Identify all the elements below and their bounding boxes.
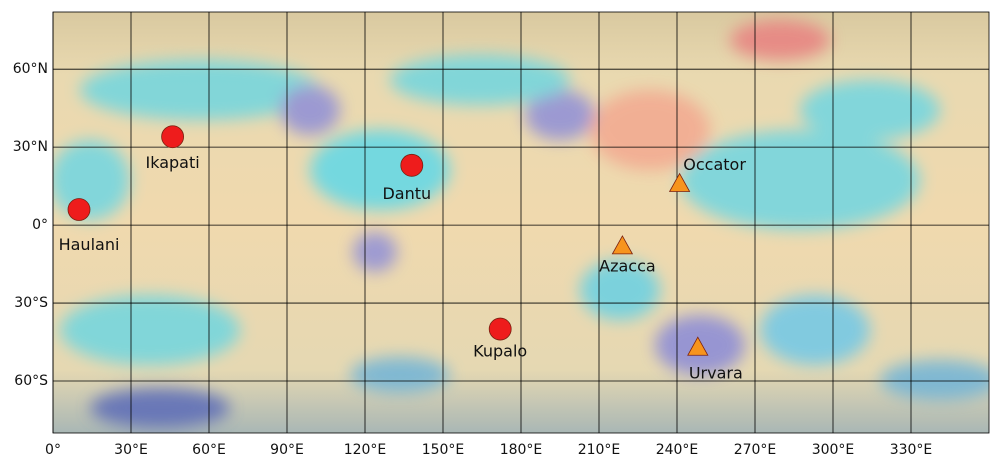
- x-tick-label: 30°E: [114, 442, 148, 457]
- y-tick-label: 60°N: [13, 61, 48, 77]
- crater-label: Kupalo: [473, 342, 527, 361]
- x-tick-label: 0°: [45, 442, 61, 457]
- crater-label: Urvara: [689, 364, 743, 383]
- crater-label: Azacca: [599, 256, 656, 275]
- circle-marker: [67, 198, 91, 221]
- x-tick-label: 300°E: [812, 442, 855, 457]
- plot-frame: [52, 11, 990, 434]
- basemap: [53, 12, 989, 433]
- x-tick-label: 180°E: [500, 442, 543, 457]
- x-tick-label: 330°E: [890, 442, 933, 457]
- circle-marker: [400, 153, 424, 177]
- x-tick-label: 60°E: [192, 442, 226, 457]
- x-tick-label: 150°E: [422, 442, 465, 457]
- crater-label: Haulani: [59, 235, 120, 254]
- triangle-marker: [668, 172, 691, 192]
- y-tick-label: 30°S: [14, 295, 48, 311]
- crater-label: Ikapati: [146, 153, 200, 172]
- circle-marker: [161, 125, 185, 149]
- y-tick-label: 30°N: [13, 139, 48, 155]
- x-tick-label: 270°E: [734, 442, 777, 457]
- circle-marker: [488, 317, 512, 341]
- y-tick-label: 0°: [32, 217, 48, 233]
- crater-label: Dantu: [382, 184, 431, 203]
- y-tick-label: 60°S: [14, 373, 48, 389]
- x-tick-label: 210°E: [578, 442, 621, 457]
- crater-label: Occator: [683, 155, 746, 174]
- triangle-marker: [611, 235, 634, 255]
- x-tick-label: 240°E: [656, 442, 699, 457]
- triangle-marker: [687, 336, 709, 356]
- x-tick-label: 90°E: [270, 442, 304, 457]
- grid: 0° 30°E 60°E 90°E 120°E 150°E 180°E 210°E 240°E 2…: [13, 11, 990, 457]
- x-tick-label: 120°E: [344, 442, 387, 457]
- markers: Haulani Ikapati Dantu Kupalo Occator Azacca Ur…: [59, 125, 746, 383]
